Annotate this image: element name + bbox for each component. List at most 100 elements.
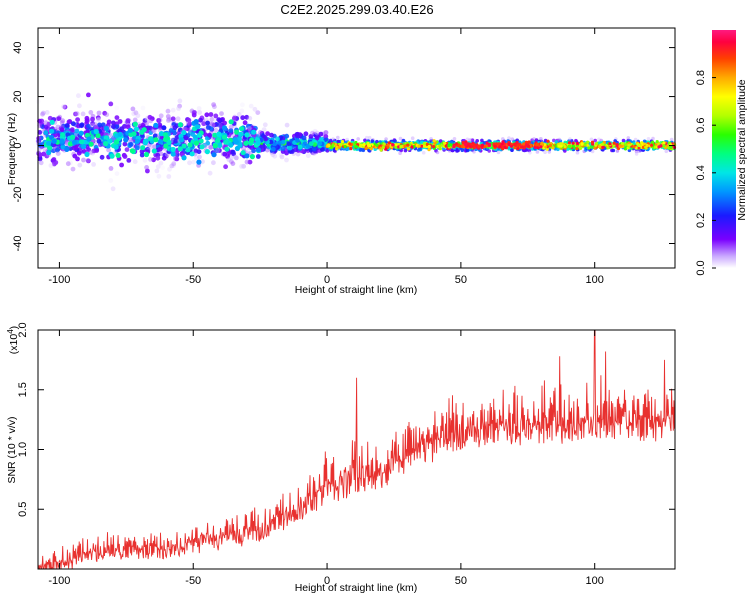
heatmap-cell xyxy=(637,143,641,148)
heatmap-cell xyxy=(498,145,502,149)
snr-ytick-label: 1.0 xyxy=(17,442,29,457)
heatmap-cell xyxy=(551,146,555,150)
heatmap-cell xyxy=(535,150,540,154)
heatmap-cell xyxy=(228,124,234,130)
heatmap-cell xyxy=(311,146,317,152)
heatmap-cell xyxy=(68,160,73,166)
heatmap-cell xyxy=(113,144,119,150)
heatmap-cell xyxy=(507,136,511,140)
heatmap-cell xyxy=(559,144,563,148)
heatmap-cell xyxy=(271,146,276,152)
heatmap-cell xyxy=(71,139,78,145)
heatmap-cell xyxy=(295,138,300,143)
heatmap-cell xyxy=(38,160,44,166)
heatmap-cell xyxy=(314,135,320,141)
heatmap-cell xyxy=(115,120,121,126)
heatmap-cell xyxy=(651,136,655,141)
heatmap-cell xyxy=(144,165,150,170)
heatmap-cell xyxy=(278,152,284,158)
heatmap-cell xyxy=(240,102,245,108)
heatmap-cell xyxy=(47,145,53,151)
heatmap-cell xyxy=(233,154,238,160)
heatmap-cell xyxy=(196,106,202,111)
heatmap-cell xyxy=(398,151,402,155)
heatmap-cell xyxy=(247,159,253,165)
snr-ytick-label: 1.5 xyxy=(17,382,29,397)
heatmap-cell xyxy=(237,142,243,148)
heatmap-cell xyxy=(199,144,205,150)
heatmap-cell xyxy=(621,142,625,146)
heatmap-cell xyxy=(369,147,373,151)
heatmap-cell xyxy=(590,149,595,154)
heatmap-cell xyxy=(593,146,597,150)
heatmap-cell xyxy=(601,145,605,149)
heatmap-cell xyxy=(410,136,415,140)
heatmap-cell xyxy=(79,123,84,129)
heatmap-cell xyxy=(234,155,239,161)
heatmap-cell xyxy=(340,140,345,144)
snr-xtick-label: 0 xyxy=(324,575,330,587)
heatmap-cell xyxy=(81,143,87,149)
heatmap-cell xyxy=(59,127,65,133)
heatmap-cell xyxy=(148,125,153,131)
heatmap-cell xyxy=(46,140,52,146)
heatmap-cell xyxy=(261,127,267,132)
heatmap-cell xyxy=(84,151,90,157)
heatmap-cell xyxy=(589,137,594,142)
snr-multiplier-exp: 4 xyxy=(6,329,15,334)
heatmap-cell xyxy=(74,111,80,117)
heatmap-cell xyxy=(398,136,403,141)
heatmap-cell xyxy=(249,137,255,143)
heatmap-cell xyxy=(472,142,476,147)
heatmap-cell xyxy=(216,117,222,122)
heatmap-cell xyxy=(177,98,183,104)
heatmap-cell xyxy=(181,143,187,149)
heatmap-cell xyxy=(318,131,324,137)
heatmap-cell xyxy=(124,147,130,153)
heatmap-cell xyxy=(125,118,131,123)
heatmap-cell xyxy=(151,128,157,134)
heatmap-cell xyxy=(594,142,599,146)
heatmap-cell xyxy=(487,143,492,148)
heatmap-cell xyxy=(587,146,591,150)
heatmap-cell xyxy=(586,140,590,144)
heatmap-cell xyxy=(500,142,504,146)
heatmap-cell xyxy=(197,110,203,115)
heatmap-cell xyxy=(343,144,347,149)
heatmap-cell xyxy=(155,155,161,161)
heatmap-cell xyxy=(77,162,83,168)
heatmap-cell xyxy=(59,120,65,125)
heatmap-cell xyxy=(213,113,219,119)
heatmap-cell xyxy=(214,148,220,154)
heatmap-cell xyxy=(539,137,543,141)
heatmap-cell xyxy=(62,104,68,110)
spectrogram-ytick-label: 0 xyxy=(12,142,24,148)
heatmap-cell xyxy=(151,148,157,154)
heatmap-cell xyxy=(97,122,102,128)
heatmap-cell xyxy=(198,117,203,123)
heatmap-cell xyxy=(161,125,167,130)
heatmap-cell xyxy=(255,154,261,159)
heatmap-cell xyxy=(158,131,165,137)
heatmap-cell xyxy=(465,137,470,142)
snr-xtick-label: 100 xyxy=(586,575,604,587)
heatmap-cell xyxy=(255,147,262,153)
heatmap-cell xyxy=(642,139,647,144)
heatmap-cell xyxy=(228,119,234,125)
heatmap-cell xyxy=(284,122,290,128)
heatmap-cell xyxy=(114,139,120,145)
heatmap-cell xyxy=(86,158,91,164)
heatmap-cell xyxy=(214,138,221,144)
heatmap-cell xyxy=(522,142,526,146)
heatmap-cell xyxy=(69,127,75,132)
heatmap-cell xyxy=(468,138,473,142)
heatmap-cell xyxy=(452,145,456,149)
heatmap-cell xyxy=(160,165,166,171)
heatmap-cell xyxy=(88,141,94,147)
heatmap-cell xyxy=(132,117,138,123)
snr-xlabel: Height of straight line (km) xyxy=(295,582,418,594)
heatmap-cell xyxy=(78,130,84,136)
heatmap-cell xyxy=(162,136,169,142)
heatmap-cell xyxy=(207,132,213,138)
heatmap-cell xyxy=(480,144,484,148)
